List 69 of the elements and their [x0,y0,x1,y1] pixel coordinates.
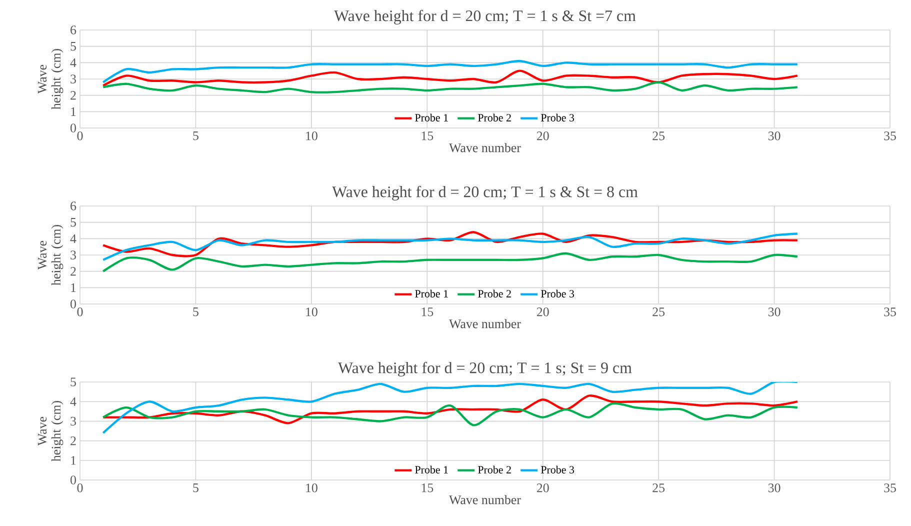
x-tick-label: 10 [306,484,318,492]
legend-label: Probe 1 [415,466,448,474]
y-tick-label: 0 [70,476,76,484]
legend-label: Probe 3 [540,466,574,474]
x-tick-label: 0 [77,308,83,316]
legend-label: Probe 3 [540,290,574,298]
line-series [102,252,799,272]
x-tick-label: 0 [77,484,83,492]
x-tick-label: 15 [422,132,434,140]
x-tick-label: 30 [768,484,780,492]
line-series [102,60,799,84]
y-tick-label: 4 [70,397,76,406]
chart-title: Wave height for d = 20 cm; T = 1 s & St =7 cm [334,10,636,24]
y-tick-label: 3 [70,250,76,260]
y-tick-label: 0 [70,300,76,308]
chart-title: Wave height for d = 20 cm; T = 1 s & St = 8 cm [332,186,638,200]
y-tick-label: 1 [71,456,76,465]
y-tick-label: 2 [70,91,76,100]
y-tick-label: 4 [70,58,76,67]
x-tick-label: 35 [884,484,896,492]
x-tick-label: 20 [536,484,549,492]
y-tick-label: 6 [70,202,76,210]
x-tick-label: 25 [652,484,665,492]
y-tick-label: 5 [70,42,76,51]
x-axis-title: Wave number [449,495,521,504]
legend-label: Probe 1 [415,114,448,122]
x-tick-label: 10 [306,132,318,140]
x-tick-label: 30 [768,308,780,316]
x-tick-label: 20 [536,132,549,140]
y-axis-title: Wave height (cm) [38,224,64,286]
line-series [102,394,799,424]
x-tick-label: 5 [193,132,198,140]
x-tick-label: 25 [652,132,665,140]
line-series [102,70,799,87]
chart-title: Wave height for d = 20 cm; T = 1 s; St = 9 cm [338,362,632,377]
x-tick-label: 15 [422,484,434,492]
x-tick-label: 25 [652,308,665,316]
y-tick-label: 1 [71,283,76,292]
y-tick-label: 5 [70,378,76,386]
x-tick-label: 5 [193,484,198,492]
x-axis-title: Wave number [449,143,521,152]
line-series [102,402,799,426]
legend-label: Probe 2 [478,290,511,298]
legend-label: Probe 2 [478,114,511,122]
line-series [102,382,799,434]
legend-label: Probe 2 [478,466,511,474]
y-tick-label: 2 [70,436,76,446]
x-tick-label: 5 [193,308,198,316]
line-series [102,81,799,94]
x-tick-label: 10 [306,308,318,316]
x-tick-label: 35 [884,308,896,316]
y-tick-label: 6 [70,26,76,34]
y-tick-label: 4 [70,234,76,243]
x-tick-label: 30 [768,132,780,140]
y-tick-label: 3 [70,74,76,84]
y-tick-label: 0 [70,124,76,132]
y-tick-label: 5 [70,218,76,227]
x-tick-label: 0 [77,132,83,140]
y-tick-label: 3 [70,416,76,426]
x-tick-label: 20 [536,308,549,316]
y-axis-title: Wave height (cm) [38,400,64,462]
y-axis-title: Wave height (cm) [38,48,64,110]
x-tick-label: 15 [422,308,434,316]
x-axis-title: Wave number [449,319,521,328]
x-tick-label: 35 [884,132,896,140]
y-tick-label: 1 [71,107,76,116]
legend-label: Probe 3 [540,114,574,122]
y-tick-label: 2 [70,267,76,276]
legend-label: Probe 1 [415,290,448,298]
